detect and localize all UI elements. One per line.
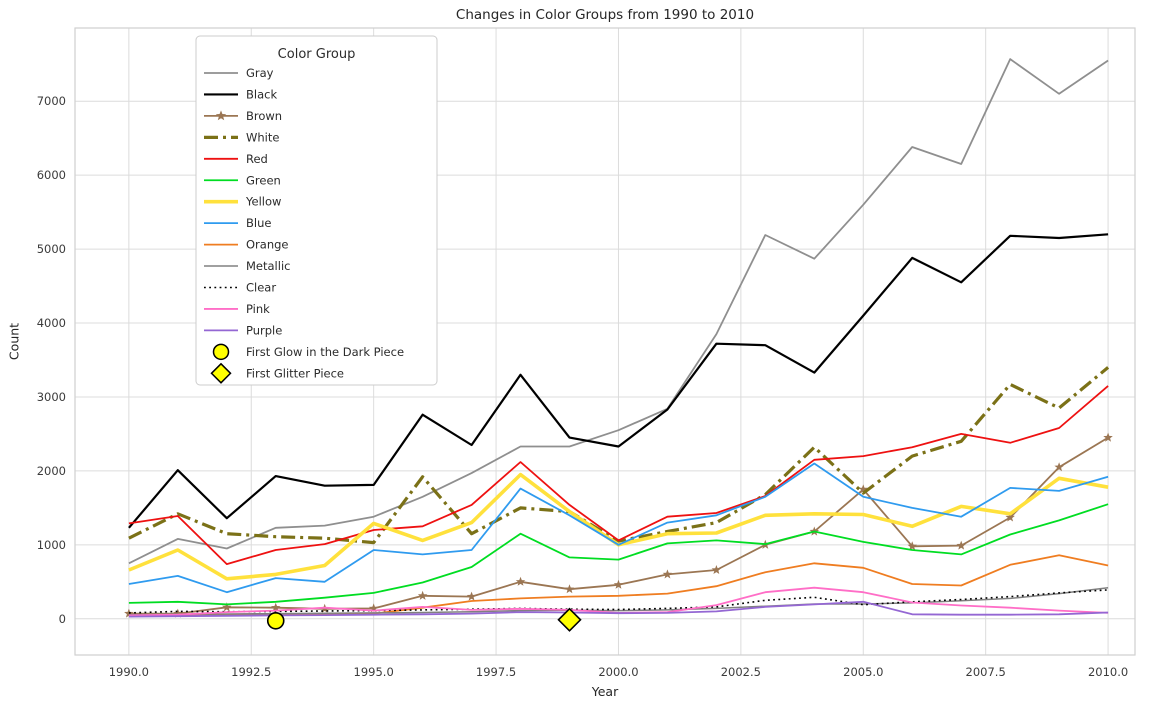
- glitter-diamond-icon: [210, 362, 232, 384]
- series-line-black: [128, 233, 1109, 529]
- legend-item-label: Red: [246, 152, 268, 166]
- series-line-gray: [128, 58, 1109, 565]
- series-line-red: [128, 385, 1109, 565]
- x-tick-label: 2010.0: [1088, 665, 1128, 679]
- star-marker: [124, 608, 134, 618]
- legend-item-label: Black: [246, 87, 277, 101]
- star-marker: [564, 584, 575, 594]
- series-line-clear: [128, 589, 1109, 614]
- star-marker: [858, 484, 868, 494]
- star-marker: [1103, 432, 1113, 442]
- legend-item-black: Black: [204, 87, 277, 101]
- star-marker: [907, 541, 917, 551]
- legend-item-gray: Gray: [204, 66, 274, 80]
- star-icon: [215, 110, 227, 121]
- star-marker: [1054, 462, 1064, 472]
- legend-item-label: Gray: [246, 66, 274, 80]
- star-marker: [1005, 512, 1015, 522]
- tick-labels: 1990.0 1992.5 1995.0 1997.5 2000.0 2002.5 2005…: [37, 94, 1128, 679]
- legend: Color Group Gray Black Brown White Red Green Ye…: [195, 35, 438, 386]
- star-marker: [515, 576, 526, 586]
- y-tick-label: 6000: [37, 168, 66, 182]
- x-tick-label: 1990.0: [109, 665, 149, 679]
- y-tick-label: 0: [59, 612, 66, 626]
- legend-item-label: First Glow in the Dark Piece: [246, 345, 404, 359]
- legend-item-label: First Glitter Piece: [246, 366, 344, 380]
- y-tick-label: 5000: [37, 242, 66, 256]
- legend-item-label: Clear: [246, 281, 276, 295]
- star-marker: [368, 603, 379, 613]
- x-tick-label: 2007.5: [966, 665, 1006, 679]
- y-tick-label: 2000: [37, 464, 66, 478]
- legend-item-label: Orange: [246, 238, 289, 252]
- legend-item-label: Pink: [246, 302, 270, 316]
- star-marker: [173, 608, 183, 618]
- legend-item-orange: Orange: [204, 238, 289, 252]
- star-marker: [417, 590, 428, 600]
- y-tick-label: 3000: [37, 390, 66, 404]
- series-line-purple: [128, 600, 1109, 618]
- x-tick-label: 1995.0: [354, 665, 394, 679]
- legend-item-label: Metallic: [246, 259, 290, 273]
- legend-item-yellow: Yellow: [204, 195, 281, 209]
- legend-item-brown: Brown: [204, 109, 282, 123]
- x-tick-label: 1997.5: [476, 665, 516, 679]
- y-tick-label: 7000: [37, 94, 66, 108]
- glow-circle-icon: [212, 343, 230, 361]
- legend-title: Color Group: [278, 47, 356, 62]
- legend-item-label: Green: [246, 173, 281, 187]
- star-marker: [222, 602, 232, 612]
- plot-border: [74, 27, 1136, 656]
- legend-item-label: White: [246, 130, 279, 144]
- x-tick-label: 2000.0: [598, 665, 638, 679]
- legend-item-first-glow-in-the-dark-piece: First Glow in the Dark Piece: [212, 343, 404, 361]
- x-tick-label: 1992.5: [231, 665, 271, 679]
- legend-box: [195, 35, 438, 386]
- legend-item-label: Purple: [246, 323, 282, 337]
- x-tick-label: 2005.0: [843, 665, 883, 679]
- legend-item-red: Red: [204, 152, 268, 166]
- star-marker: [662, 569, 673, 579]
- star-marker: [956, 540, 966, 550]
- star-marker: [466, 591, 477, 601]
- star-marker: [613, 579, 624, 589]
- legend-item-metallic: Metallic: [204, 259, 290, 273]
- x-axis-label: Year: [591, 684, 619, 699]
- legend-item-blue: Blue: [204, 216, 271, 230]
- chart-title: Changes in Color Groups from 1990 to 201…: [455, 7, 755, 23]
- legend-item-label: Brown: [246, 109, 282, 123]
- star-marker: [711, 565, 722, 574]
- marker-first-glow-in-the-dark-piece: [266, 611, 285, 630]
- legend-item-label: Yellow: [245, 195, 281, 209]
- y-tick-label: 1000: [37, 538, 66, 552]
- legend-item-first-glitter-piece: First Glitter Piece: [210, 362, 344, 384]
- series-line-green: [128, 503, 1109, 606]
- y-tick-label: 4000: [37, 316, 66, 330]
- legend-item-label: Blue: [246, 216, 271, 230]
- series-line-blue: [128, 462, 1109, 594]
- legend-item-white: White: [204, 130, 279, 144]
- marker-first-glitter-piece: [557, 607, 582, 632]
- legend-item-clear: Clear: [204, 281, 276, 295]
- legend-item-purple: Purple: [204, 323, 282, 337]
- legend-item-green: Green: [204, 173, 281, 187]
- star-marker: [271, 602, 281, 612]
- series-line-metallic: [128, 586, 1109, 616]
- x-tick-label: 2002.5: [721, 665, 761, 679]
- legend-item-pink: Pink: [204, 302, 270, 316]
